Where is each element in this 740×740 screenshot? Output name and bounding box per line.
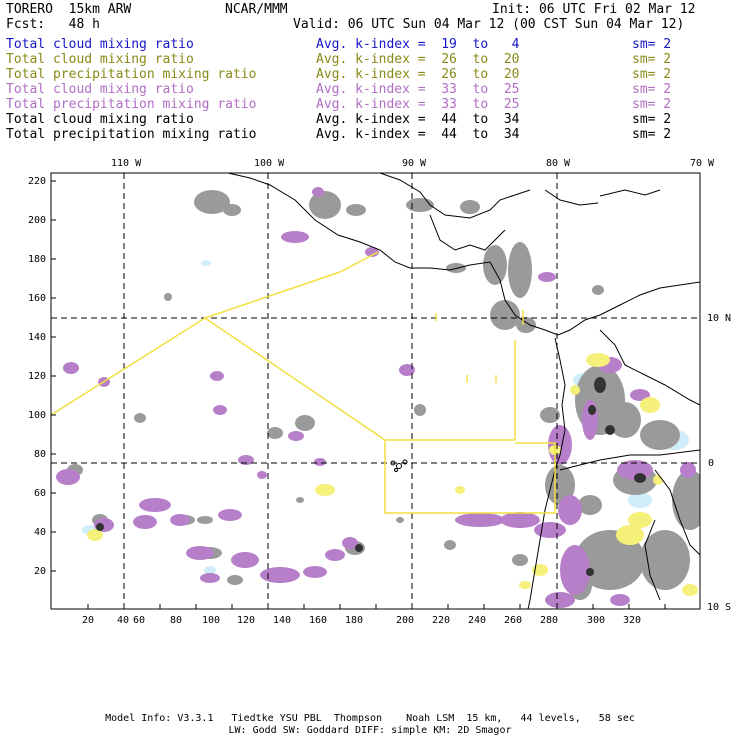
init-time: Init: 06 UTC Fri 02 Mar 12 xyxy=(492,2,696,17)
legend-row-1-sm: sm= 2 xyxy=(632,37,672,52)
x-tick-40: 40 xyxy=(117,615,130,626)
y-tick-100: 100 xyxy=(28,410,47,421)
legend-row-7-field: Total precipitation mixing ratio xyxy=(6,127,257,142)
y-tick-200: 200 xyxy=(28,215,47,226)
x-tick-160: 160 xyxy=(309,615,328,626)
purple-areas xyxy=(56,187,696,608)
lon-label-110w: 110 W xyxy=(111,158,142,169)
nested-domain-lines xyxy=(51,251,556,514)
x-tick-200: 200 xyxy=(396,615,415,626)
legend-row-5-kindex: Avg. k-index = 33 to 25 xyxy=(316,97,520,112)
x-tick-180: 180 xyxy=(345,615,364,626)
legend-row-2-sm: sm= 2 xyxy=(632,52,672,67)
legend-row-5-field: Total precipitation mixing ratio xyxy=(6,97,257,112)
lon-label-90w: 90 W xyxy=(402,158,427,169)
y-tick-40: 40 xyxy=(34,527,47,538)
model-info-line-1: Model Info: V3.3.1 Tiedtke YSU PBL Thomp… xyxy=(105,713,635,724)
lat-label-equator: 0 xyxy=(708,458,715,469)
x-tick-120: 120 xyxy=(237,615,256,626)
x-tick-100: 100 xyxy=(202,615,221,626)
y-tick-140: 140 xyxy=(28,332,47,343)
x-tick-60: 60 xyxy=(133,615,146,626)
legend-row-3-field: Total precipitation mixing ratio xyxy=(6,67,257,82)
legend-row-7-kindex: Avg. k-index = 44 to 34 xyxy=(316,127,520,142)
frame-ticks xyxy=(51,180,666,609)
legend-row-4-field: Total cloud mixing ratio xyxy=(6,82,194,97)
x-tick-260: 260 xyxy=(504,615,523,626)
cloud-gray-areas xyxy=(67,190,700,600)
yellow-areas xyxy=(87,353,698,596)
legend-row-5-sm: sm= 2 xyxy=(632,97,672,112)
legend-row-4-sm: sm= 2 xyxy=(632,82,672,97)
legend-row-6-field: Total cloud mixing ratio xyxy=(6,112,194,127)
lon-label-80w: 80 W xyxy=(546,158,571,169)
legend-row-4-kindex: Avg. k-index = 33 to 25 xyxy=(316,82,520,97)
center-name: NCAR/MMM xyxy=(225,2,288,17)
dark-convective-cores xyxy=(96,377,646,576)
lat-label-10s: 10 S xyxy=(707,602,732,613)
legend-row-2-kindex: Avg. k-index = 26 to 20 xyxy=(316,52,520,67)
model-info-line-2: LW: Godd SW: Goddard DIFF: simple KM: 2D… xyxy=(228,725,512,736)
galapagos-islands xyxy=(390,459,408,472)
x-tick-280: 280 xyxy=(540,615,559,626)
legend-row-6-sm: sm= 2 xyxy=(632,112,672,127)
y-tick-60: 60 xyxy=(34,488,47,499)
legend-row-3-kindex: Avg. k-index = 26 to 20 xyxy=(316,67,520,82)
y-tick-220: 220 xyxy=(28,176,47,187)
x-tick-220: 220 xyxy=(432,615,451,626)
coastlines xyxy=(227,173,700,609)
y-tick-80: 80 xyxy=(34,449,47,460)
legend-row-6-kindex: Avg. k-index = 44 to 34 xyxy=(316,112,520,127)
lon-label-100w: 100 W xyxy=(254,158,285,169)
x-tick-240: 240 xyxy=(468,615,487,626)
legend-row-3-sm: sm= 2 xyxy=(632,67,672,82)
x-tick-140: 140 xyxy=(273,615,292,626)
x-tick-300: 300 xyxy=(587,615,606,626)
legend-row-2-field: Total cloud mixing ratio xyxy=(6,52,194,67)
x-tick-20: 20 xyxy=(82,615,95,626)
legend-row-1-kindex: Avg. k-index = 19 to 4 xyxy=(316,37,520,52)
y-tick-180: 180 xyxy=(28,254,47,265)
y-tick-20: 20 xyxy=(34,566,47,577)
legend-row-1-field: Total cloud mixing ratio xyxy=(6,37,194,52)
y-tick-120: 120 xyxy=(28,371,47,382)
legend-row-7-sm: sm= 2 xyxy=(632,127,672,142)
valid-time: Valid: 06 UTC Sun 04 Mar 12 (00 CST Sun … xyxy=(293,17,685,32)
forecast-hour: Fcst: 48 h xyxy=(6,17,100,32)
lat-label-10n: 10 N xyxy=(707,313,732,324)
x-tick-320: 320 xyxy=(623,615,642,626)
y-tick-160: 160 xyxy=(28,293,47,304)
lon-label-70w: 70 W xyxy=(690,158,715,169)
model-title: TORERO 15km ARW xyxy=(6,2,132,17)
x-tick-80: 80 xyxy=(170,615,183,626)
